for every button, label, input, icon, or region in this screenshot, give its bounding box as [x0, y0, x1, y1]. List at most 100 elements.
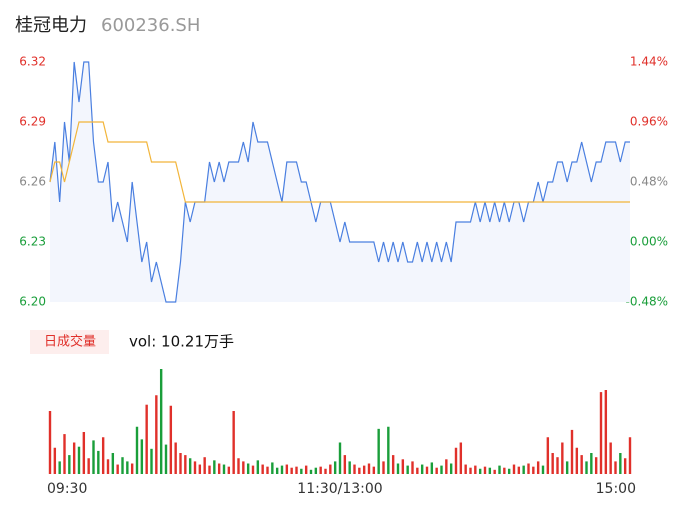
volume-bar — [58, 461, 61, 474]
volume-bar — [208, 465, 211, 474]
volume-bar — [512, 464, 516, 474]
volume-bar — [517, 466, 521, 474]
volume-bar — [396, 463, 400, 474]
volume-bar — [63, 434, 66, 474]
volume-bar — [184, 455, 187, 474]
volume-bar — [213, 460, 216, 474]
volume-bar — [338, 442, 342, 474]
volume-bar — [155, 395, 158, 474]
volume-bar — [82, 432, 86, 474]
volume-bar — [300, 468, 303, 474]
volume-bar — [246, 463, 250, 474]
volume-bar — [242, 461, 245, 474]
volume-bar — [609, 442, 612, 474]
volume-bar — [551, 453, 554, 474]
volume-bar — [232, 411, 235, 474]
volume-bar — [493, 469, 496, 474]
y2-tick-label: -0.48% — [626, 295, 668, 309]
volume-bar — [319, 466, 322, 474]
volume-bar — [130, 463, 134, 474]
volume-bar — [92, 440, 95, 474]
volume-bar — [503, 467, 506, 474]
volume-bar — [561, 442, 564, 474]
volume-bar — [188, 458, 192, 474]
volume-bar — [391, 455, 395, 474]
volume-bar — [48, 411, 52, 474]
x-tick-label: 11:30/13:00 — [297, 481, 382, 497]
volume-bar — [372, 466, 376, 474]
volume-bar — [290, 467, 293, 474]
y2-tick-label: 0.48% — [630, 175, 668, 189]
volume-bar — [445, 459, 448, 474]
volume-bar — [362, 465, 366, 474]
volume-bar — [106, 459, 110, 474]
volume-bar — [261, 464, 264, 474]
volume-bar — [507, 468, 511, 474]
volume-bar — [541, 465, 545, 474]
volume-bar — [193, 461, 197, 474]
volume-bar — [454, 447, 458, 474]
volume-bar — [121, 457, 124, 474]
volume-bar — [483, 466, 487, 474]
volume-bar — [72, 442, 76, 474]
volume-bar — [425, 466, 429, 474]
volume-bar — [309, 469, 313, 474]
volume-bar — [135, 426, 139, 474]
y-tick-label: 6.23 — [19, 235, 46, 249]
volume-bar — [469, 467, 472, 474]
volume-bar — [97, 450, 100, 474]
volume-bar — [227, 466, 231, 474]
volume-tag: 日成交量 — [44, 334, 96, 350]
volume-bar — [116, 464, 119, 474]
volume-bar — [145, 404, 148, 474]
y-tick-label: 6.29 — [19, 115, 46, 129]
volume-bar — [459, 442, 463, 474]
volume-bar — [353, 464, 356, 474]
volume-bar — [343, 455, 347, 474]
volume-bar — [590, 453, 593, 474]
volume-bar — [435, 467, 438, 474]
volume-bar — [474, 465, 477, 474]
volume-bar — [126, 461, 129, 474]
volume-bar — [367, 463, 371, 474]
volume-bar — [565, 461, 569, 474]
volume-bar — [594, 457, 598, 474]
y2-tick-label: 1.44% — [630, 55, 668, 69]
volume-bar — [488, 467, 492, 474]
volume-bar — [570, 429, 574, 474]
volume-bar — [329, 464, 332, 474]
volume-bar — [87, 458, 90, 474]
y-tick-label: 6.26 — [19, 175, 46, 189]
volume-bar — [222, 464, 226, 474]
volume-bar — [150, 448, 153, 474]
volume-bar — [101, 437, 105, 474]
volume-bar — [416, 467, 419, 474]
volume-total: vol: 10.21万手 — [129, 333, 234, 351]
volume-bar — [604, 390, 608, 474]
volume-bar — [556, 457, 559, 474]
volume-bar — [159, 369, 163, 474]
volume-bar — [198, 464, 202, 474]
volume-bar — [619, 453, 622, 474]
volume-bar — [256, 460, 260, 474]
volume-bar — [411, 461, 414, 474]
volume-bar — [140, 439, 144, 474]
volume-bar — [430, 462, 434, 474]
x-tick-label: 15:00 — [596, 481, 636, 497]
volume-tag-bg — [30, 330, 109, 354]
volume-bar — [237, 458, 240, 474]
volume-bar — [623, 458, 627, 474]
volume-bar — [522, 465, 525, 474]
volume-bar — [387, 426, 390, 474]
volume-bar — [464, 464, 467, 474]
volume-bar — [580, 455, 583, 474]
y-tick-label: 6.32 — [19, 55, 46, 69]
volume-bar — [478, 468, 482, 474]
volume-bar — [285, 464, 289, 474]
volume-bar — [164, 444, 168, 474]
volume-bar — [203, 457, 206, 474]
volume-bar — [68, 455, 71, 474]
volume-bar — [217, 463, 221, 474]
volume-bar — [401, 459, 405, 474]
